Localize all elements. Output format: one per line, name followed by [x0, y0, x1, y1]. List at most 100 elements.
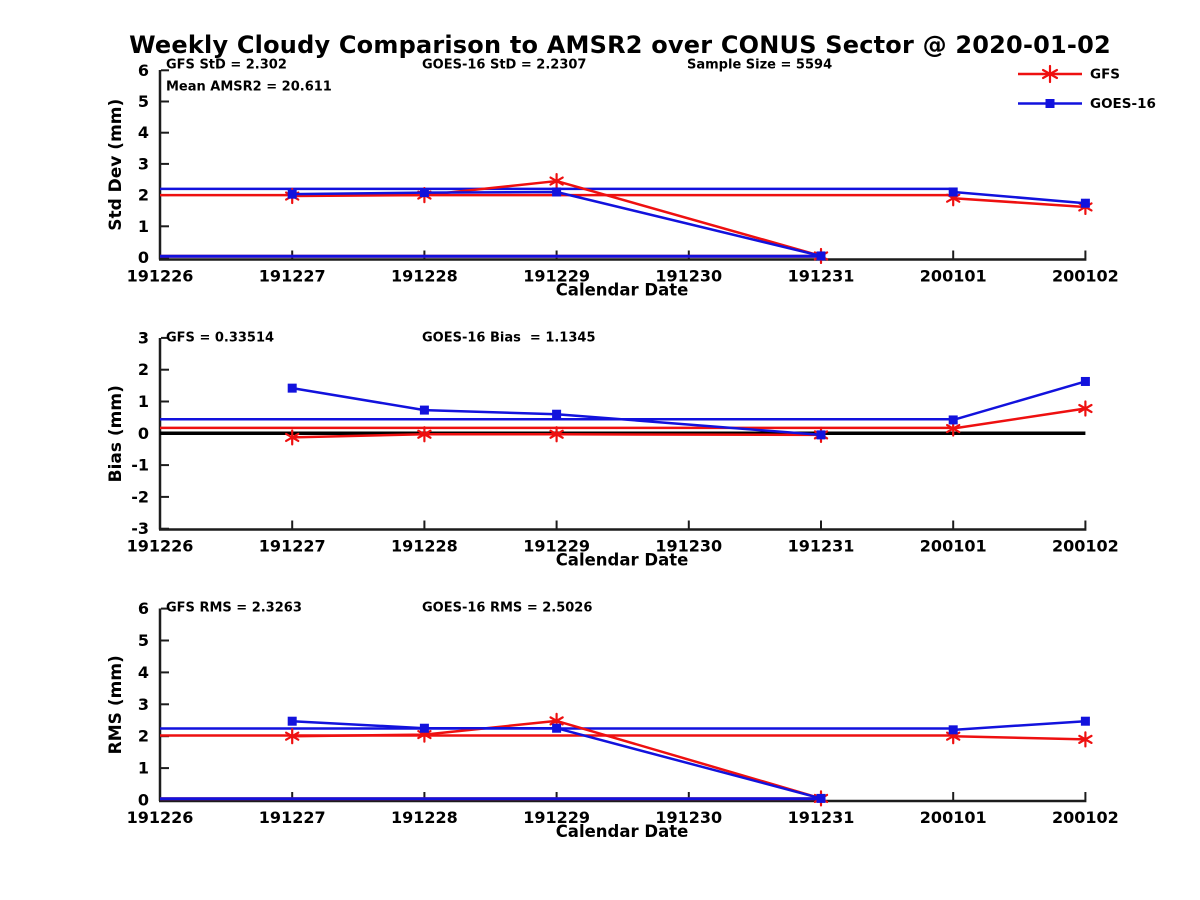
y-tick-label: 2 — [138, 727, 149, 746]
goes-16-line — [952, 380, 1086, 422]
x-tick-label: 191231 — [788, 537, 855, 556]
goes-16-square-marker — [552, 409, 562, 419]
legend-gfs-star-marker — [1041, 64, 1059, 84]
x-tick-label: 191226 — [127, 808, 194, 827]
goes-16-square-marker — [419, 405, 429, 415]
goes-16-line — [953, 719, 1086, 732]
y-tick-label: 2 — [138, 186, 149, 205]
y-tick-label: 4 — [138, 663, 149, 682]
goes-16-square-marker — [552, 723, 562, 733]
gfs-star-marker — [1078, 400, 1093, 417]
y-tick-label: 6 — [138, 61, 149, 80]
gfs-star-marker — [549, 426, 564, 443]
y-axis-title: Bias (mm) — [106, 385, 126, 482]
rms-annotation: GOES-16 RMS = 2.5026 — [422, 601, 592, 616]
goes-16-line — [291, 386, 822, 437]
y-tick-label: 3 — [138, 695, 149, 714]
y-tick-label: 1 — [138, 392, 149, 411]
goes-16-series — [287, 716, 1090, 803]
x-tick-label: 200101 — [920, 537, 987, 556]
x-axis-title: Calendar Date — [556, 551, 689, 570]
chart-bias: -3 -2 -1 0 1 2 3 191226 191227 191228 191229 191230… — [106, 328, 1119, 569]
y-tick-label: 0 — [138, 424, 149, 443]
x-tick-label: 191231 — [788, 808, 855, 827]
goes-16-square-marker — [419, 188, 429, 198]
goes-16-square-marker — [1080, 716, 1090, 726]
y-tick-label: 6 — [138, 599, 149, 618]
gfs-star-marker — [417, 426, 432, 443]
gfs-line — [953, 407, 1086, 430]
x-tick-label: 200102 — [1052, 537, 1119, 556]
legend-gfs-label: GFS — [1090, 67, 1120, 83]
y-tick-label: 0 — [138, 248, 149, 267]
rms-annotation: GFS RMS = 2.3263 — [166, 601, 302, 616]
y-axis-title: RMS (mm) — [106, 655, 126, 754]
y-tick-label: 5 — [138, 92, 149, 111]
goes-16-square-marker — [287, 383, 297, 393]
x-tick-label: 191227 — [259, 808, 326, 827]
goes-16-square-marker — [948, 415, 958, 425]
x-tick-label: 191226 — [127, 537, 194, 556]
y-tick-label: 5 — [138, 631, 149, 650]
x-tick-label: 200102 — [1052, 267, 1119, 286]
chart-std-dev: 0 1 2 3 4 5 6 191226 191227 191228 191229 191230 191… — [106, 58, 1119, 300]
goes-16-square-marker — [948, 725, 958, 735]
gfs-line — [292, 433, 822, 439]
std-dev-annotation: Sample Size = 5594 — [687, 58, 832, 73]
gfs-star-marker — [285, 429, 300, 446]
chart-title: Weekly Cloudy Comparison to AMSR2 over C… — [129, 31, 1111, 59]
x-tick-label: 191229 — [523, 537, 590, 556]
y-tick-label: 3 — [138, 154, 149, 173]
goes-16-line — [953, 190, 1086, 205]
bias-annotation: GOES-16 Bias = 1.1345 — [422, 331, 596, 346]
x-tick-label: 191229 — [523, 808, 590, 827]
goes-16-square-marker — [816, 251, 826, 261]
y-tick-label: 3 — [138, 328, 149, 347]
goes-16-square-marker — [287, 189, 297, 199]
goes-16-square-marker — [287, 716, 297, 726]
goes-16-line — [292, 719, 822, 800]
y-tick-label: 1 — [138, 217, 149, 236]
goes-16-square-marker — [1080, 198, 1090, 208]
gfs-star-marker — [1078, 731, 1093, 748]
y-tick-label: -1 — [131, 456, 149, 475]
x-tick-label: 200101 — [920, 267, 987, 286]
x-tick-label: 200101 — [920, 808, 987, 827]
goes-16-line — [292, 190, 822, 258]
std-dev-annotation: GFS StD = 2.302 — [166, 58, 287, 73]
x-tick-label: 191228 — [391, 267, 458, 286]
std-dev-annotation: Mean AMSR2 = 20.611 — [166, 80, 332, 95]
x-axis-title: Calendar Date — [556, 281, 689, 300]
goes-16-square-marker — [1080, 376, 1090, 386]
legend-goes16-square-marker — [1045, 99, 1055, 108]
y-tick-label: -2 — [131, 487, 149, 506]
x-tick-label: 191228 — [391, 537, 458, 556]
x-tick-label: 191230 — [655, 537, 722, 556]
goes-16-square-marker — [948, 187, 958, 197]
legend-goes16-label: GOES-16 — [1090, 96, 1156, 112]
x-tick-label: 200102 — [1052, 808, 1119, 827]
goes-16-series — [287, 376, 1090, 440]
goes-16-square-marker — [552, 187, 562, 197]
x-axis-title: Calendar Date — [556, 822, 689, 841]
y-tick-label: 2 — [138, 360, 149, 379]
gfs-line — [953, 734, 1086, 741]
goes-16-square-marker — [816, 793, 826, 803]
y-tick-label: 0 — [138, 791, 149, 810]
x-tick-label: 191228 — [391, 808, 458, 827]
chart-rms: 0 1 2 3 4 5 6 191226 191227 191228 191229 191230 191… — [106, 599, 1119, 841]
gfs-line — [292, 179, 822, 258]
gfs-star-marker — [285, 728, 300, 745]
gfs-star-marker — [549, 172, 564, 190]
bias-annotation: GFS = 0.33514 — [166, 331, 274, 346]
y-tick-label: 1 — [138, 759, 149, 778]
x-tick-label: 191229 — [523, 267, 590, 286]
y-axis-title: Std Dev (mm) — [106, 99, 126, 231]
y-tick-label: -3 — [131, 519, 149, 538]
goes-16-square-marker — [816, 430, 826, 440]
goes-16-square-marker — [419, 723, 429, 733]
x-tick-label: 191227 — [259, 537, 326, 556]
gfs-line — [953, 196, 1086, 209]
gfs-series — [285, 172, 1093, 265]
